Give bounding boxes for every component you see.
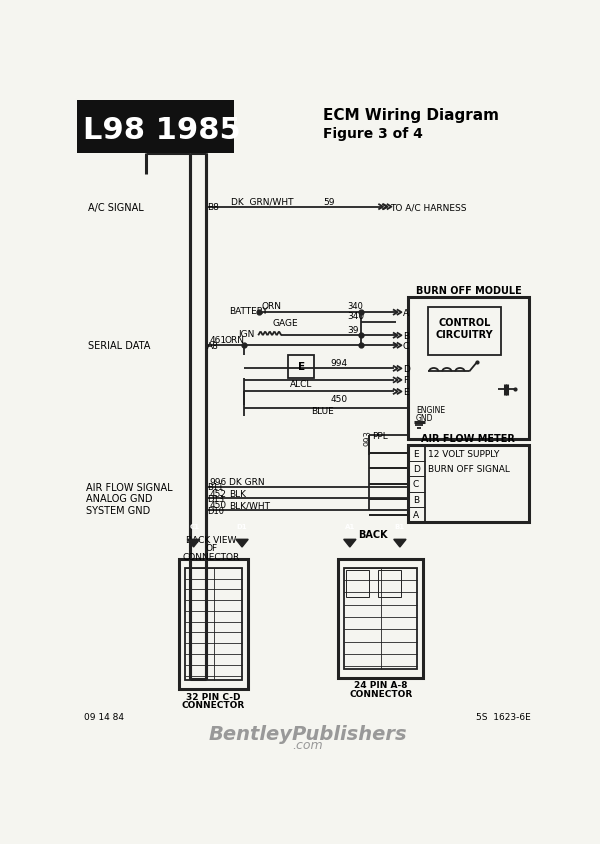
Text: A8: A8	[208, 341, 219, 350]
Bar	[179, 559, 248, 690]
Text: E: E	[403, 387, 409, 397]
Text: D13: D13	[208, 495, 224, 503]
Text: BURN OFF SIGNAL: BURN OFF SIGNAL	[428, 464, 510, 473]
Text: E: E	[413, 449, 419, 458]
Text: BentleyPublishers: BentleyPublishers	[208, 724, 407, 743]
Text: CIRCUITRY: CIRCUITRY	[436, 330, 493, 340]
Text: ORN: ORN	[262, 302, 281, 311]
Polygon shape	[394, 539, 406, 548]
Text: D: D	[413, 464, 419, 473]
Text: BACK VIEW: BACK VIEW	[186, 535, 236, 544]
Text: CONTROL: CONTROL	[438, 318, 490, 327]
Text: A1: A1	[345, 523, 355, 529]
Text: B: B	[413, 495, 419, 504]
Text: 461: 461	[210, 335, 227, 344]
Text: 39: 39	[347, 325, 359, 334]
Bar	[288, 355, 314, 378]
Text: 993: 993	[363, 430, 372, 445]
Bar	[344, 568, 417, 668]
Text: ANALOG GND: ANALOG GND	[86, 494, 152, 504]
Text: SERIAL DATA: SERIAL DATA	[88, 341, 151, 351]
Text: C: C	[413, 479, 419, 489]
Bar	[346, 571, 369, 598]
Bar	[407, 297, 529, 440]
Text: 994: 994	[331, 358, 348, 367]
Text: OF: OF	[205, 544, 217, 553]
Text: D1: D1	[237, 523, 247, 529]
Bar	[338, 559, 423, 678]
Text: L98 1985: L98 1985	[83, 116, 241, 145]
Text: A: A	[413, 511, 419, 520]
Text: BLK: BLK	[229, 489, 246, 498]
Text: PPL: PPL	[372, 431, 388, 441]
Text: BACK: BACK	[358, 529, 388, 539]
Text: E: E	[298, 361, 305, 371]
Text: SYSTEM GND: SYSTEM GND	[86, 506, 150, 516]
Text: GND: GND	[416, 414, 434, 423]
Text: 450: 450	[210, 500, 227, 510]
Text: AIR FLOW SIGNAL: AIR FLOW SIGNAL	[86, 483, 172, 492]
Text: 59: 59	[323, 197, 334, 207]
Text: BLUE: BLUE	[311, 407, 334, 416]
Text: ECM Wiring Diagram: ECM Wiring Diagram	[323, 108, 499, 122]
Text: 09 14 84: 09 14 84	[84, 712, 124, 721]
Text: 340: 340	[347, 302, 364, 311]
Bar	[407, 446, 425, 522]
Text: Figure 3 of 4: Figure 3 of 4	[323, 127, 423, 141]
Text: CONNECTOR: CONNECTOR	[349, 689, 412, 698]
Text: B11: B11	[208, 483, 224, 492]
Text: IGN: IGN	[238, 330, 254, 338]
Text: 5S  1623-6E: 5S 1623-6E	[476, 712, 531, 721]
Text: A: A	[403, 308, 409, 317]
Text: D: D	[403, 365, 410, 373]
Text: ORN: ORN	[224, 335, 244, 344]
Text: CONNECTOR: CONNECTOR	[182, 552, 240, 561]
Bar	[185, 568, 242, 680]
Text: TO A/C HARNESS: TO A/C HARNESS	[390, 203, 466, 212]
Bar	[379, 571, 401, 598]
Text: ENGINE: ENGINE	[416, 406, 445, 415]
Bar	[77, 101, 235, 154]
Bar	[428, 307, 501, 355]
Text: A/C SIGNAL: A/C SIGNAL	[88, 203, 144, 213]
Text: 24 PIN A-8: 24 PIN A-8	[354, 680, 407, 690]
Text: 996: 996	[210, 478, 227, 486]
Polygon shape	[187, 539, 200, 548]
Text: GAGE: GAGE	[273, 318, 298, 327]
Text: .com: .com	[292, 738, 323, 750]
Text: C: C	[403, 341, 409, 350]
Text: 32 PIN C-D: 32 PIN C-D	[187, 692, 241, 701]
Text: 452: 452	[210, 489, 227, 498]
Text: C1: C1	[190, 523, 200, 529]
Text: ALCL: ALCL	[290, 380, 313, 389]
Text: F: F	[403, 376, 408, 385]
Text: 340: 340	[347, 312, 365, 321]
Polygon shape	[236, 539, 248, 548]
Text: DK  GRN/WHT: DK GRN/WHT	[230, 197, 293, 207]
Text: B: B	[403, 332, 409, 340]
Text: 12 VOLT SUPPLY: 12 VOLT SUPPLY	[428, 449, 500, 458]
Text: B1: B1	[395, 523, 405, 529]
Text: B8: B8	[208, 203, 219, 212]
Polygon shape	[344, 539, 356, 548]
Text: DK GRN: DK GRN	[229, 478, 265, 486]
Text: 450: 450	[331, 394, 348, 403]
Bar	[407, 446, 529, 522]
Text: BLK/WHT: BLK/WHT	[229, 500, 270, 510]
Text: AIR FLOW METER: AIR FLOW METER	[421, 434, 515, 444]
Text: BATTERY: BATTERY	[229, 306, 268, 316]
Text: BURN OFF MODULE: BURN OFF MODULE	[416, 285, 521, 295]
Text: D10: D10	[208, 506, 224, 515]
Text: CONNECTOR: CONNECTOR	[182, 701, 245, 710]
